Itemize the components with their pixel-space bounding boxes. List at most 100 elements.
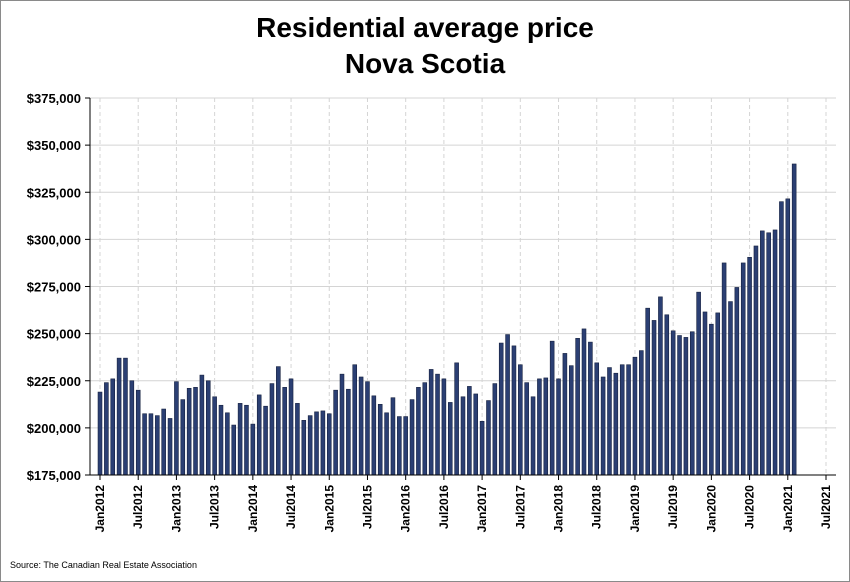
y-axis-tick-labels: $175,000 $200,000 $225,000 $250,000 $275,000… [27, 91, 81, 483]
x-tick-label: Jul2014 [284, 485, 298, 529]
bar [702, 311, 708, 476]
x-tick-label: Jan2020 [704, 485, 718, 533]
bar [530, 396, 536, 476]
bar [428, 369, 434, 476]
axes [85, 97, 836, 480]
bar [664, 314, 670, 476]
bar [237, 403, 243, 476]
bar [492, 383, 498, 476]
bar [670, 330, 676, 476]
bar [377, 404, 383, 476]
bar [498, 342, 504, 476]
bar [556, 378, 561, 476]
bar [588, 341, 593, 476]
bar [658, 296, 663, 476]
bar [295, 403, 300, 476]
bar [696, 291, 701, 476]
bar [358, 376, 364, 476]
bar [116, 357, 122, 476]
bar [594, 362, 600, 476]
bar [740, 262, 746, 476]
y-tick-label: $375,000 [27, 91, 81, 106]
x-tick-label: Jan2013 [169, 485, 183, 533]
bar [422, 382, 428, 476]
bar [460, 396, 466, 476]
bar [123, 357, 128, 476]
bar [384, 412, 389, 476]
bar [549, 340, 555, 476]
x-tick-label: Jul2015 [360, 485, 374, 529]
bar [721, 262, 727, 476]
bar [747, 256, 752, 476]
y-tick-label: $350,000 [27, 138, 81, 153]
bar [467, 386, 472, 476]
bar [212, 396, 217, 476]
x-tick-label: Jan2021 [781, 485, 795, 533]
bar [779, 201, 784, 476]
bar [511, 345, 517, 476]
y-tick-label: $250,000 [27, 327, 81, 342]
bar [645, 307, 650, 476]
x-tick-label: Jan2015 [322, 485, 336, 533]
bar [352, 364, 358, 476]
bar [568, 365, 574, 476]
y-tick-label: $325,000 [27, 185, 81, 200]
bar [785, 198, 791, 476]
bar [760, 230, 765, 476]
bar [403, 416, 408, 476]
bar [333, 389, 338, 476]
bar [626, 364, 631, 476]
bar [543, 377, 549, 476]
y-tick-label: $225,000 [27, 374, 81, 389]
bar [435, 373, 440, 476]
bar [791, 163, 797, 476]
x-tick-label: Jan2018 [552, 485, 566, 533]
x-tick-label: Jan2019 [628, 485, 642, 533]
y-tick-label: $175,000 [27, 468, 81, 483]
x-tick-label: Jan2014 [246, 485, 260, 533]
bar [683, 337, 689, 476]
x-axis-tick-labels: Jan2012 Jul2012 Jan2013 Jul2013 Jan2014 Jul20… [93, 485, 833, 533]
x-tick-label: Jul2018 [590, 485, 604, 529]
bar [148, 413, 154, 476]
bar [231, 424, 237, 476]
bar [575, 338, 580, 476]
bar [339, 373, 345, 476]
bar [282, 387, 287, 476]
bar [199, 374, 205, 476]
bar [180, 399, 186, 476]
bar [473, 393, 479, 476]
y-tick-label: $300,000 [27, 232, 81, 247]
bar [205, 380, 211, 476]
bar [276, 366, 281, 476]
bar [600, 376, 606, 476]
bar [607, 367, 612, 476]
bar [715, 312, 721, 476]
x-tick-label: Jan2012 [93, 485, 107, 533]
bar [537, 378, 542, 476]
bar [225, 412, 230, 476]
bar [269, 383, 275, 476]
bar [479, 420, 485, 476]
bar [562, 353, 568, 476]
bar [365, 381, 370, 476]
bar [104, 382, 109, 476]
y-tick-label: $200,000 [27, 421, 81, 436]
x-tick-label: Jan2017 [475, 485, 489, 533]
bar [174, 381, 179, 476]
bar [409, 399, 415, 476]
bar [524, 382, 529, 476]
bar [518, 364, 523, 476]
bar [263, 405, 268, 476]
bar [307, 415, 313, 476]
bar [772, 229, 778, 476]
x-tick-label: Jul2016 [437, 485, 451, 529]
x-tick-label: Jul2020 [743, 485, 757, 529]
bar [161, 408, 166, 476]
bar [301, 420, 307, 476]
bar [314, 411, 319, 476]
bar [632, 356, 638, 476]
bar [505, 334, 510, 476]
x-tick-label: Jul2012 [131, 485, 145, 529]
